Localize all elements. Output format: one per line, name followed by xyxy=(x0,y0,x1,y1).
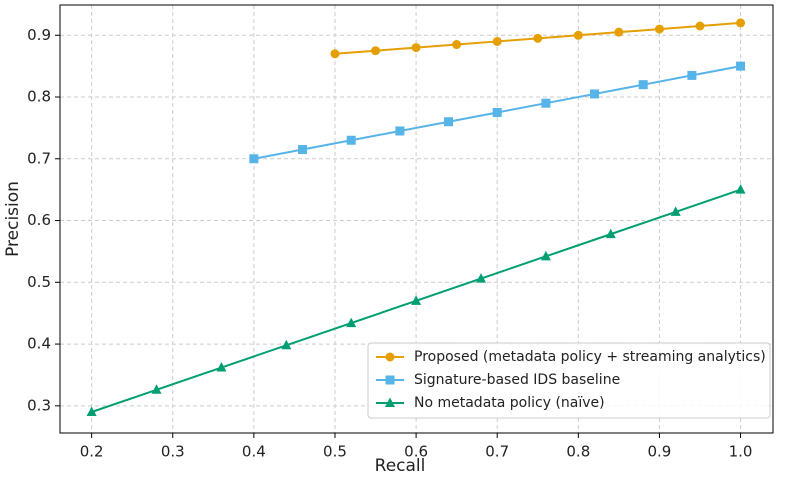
x-tick-label: 0.5 xyxy=(323,443,347,461)
y-tick-label: 0.8 xyxy=(27,88,51,106)
marker xyxy=(695,21,705,31)
marker xyxy=(540,250,551,261)
y-tick-label: 0.7 xyxy=(27,149,51,167)
marker xyxy=(614,27,624,37)
marker xyxy=(573,30,583,40)
x-tick-label: 0.8 xyxy=(566,443,590,461)
y-axis-label: Precision xyxy=(3,181,23,257)
marker xyxy=(590,89,600,99)
marker xyxy=(385,375,395,385)
y-tick-label: 0.3 xyxy=(27,396,51,414)
marker xyxy=(736,18,746,28)
legend-box xyxy=(367,342,771,419)
marker xyxy=(385,352,395,362)
plot-frame xyxy=(59,4,774,434)
y-tick-label: 0.6 xyxy=(27,211,51,229)
marker xyxy=(86,406,97,417)
marker xyxy=(492,107,502,117)
marker xyxy=(330,49,340,59)
x-tick-label: 0.7 xyxy=(485,443,509,461)
marker xyxy=(281,339,292,350)
marker xyxy=(346,135,356,145)
marker xyxy=(298,145,308,155)
marker xyxy=(533,33,543,43)
marker xyxy=(670,206,681,216)
marker xyxy=(216,362,227,372)
marker xyxy=(371,46,381,56)
x-tick-label: 0.6 xyxy=(404,443,428,461)
marker xyxy=(475,273,486,283)
marker xyxy=(736,61,746,71)
x-tick-label: 0.3 xyxy=(161,443,185,461)
legend-label: No metadata policy (naïve) xyxy=(414,395,605,411)
marker xyxy=(249,154,259,164)
x-tick-label: 1.0 xyxy=(729,443,753,461)
y-tick-label: 0.9 xyxy=(27,26,51,44)
marker xyxy=(687,70,697,80)
marker xyxy=(541,98,551,108)
y-tick-label: 0.4 xyxy=(27,335,51,353)
x-tick-label: 0.9 xyxy=(648,443,672,461)
x-tick-label: 0.4 xyxy=(242,443,266,461)
marker xyxy=(411,295,422,305)
marker xyxy=(346,317,357,328)
marker xyxy=(638,80,648,90)
marker xyxy=(444,117,454,127)
legend-label: Signature-based IDS baseline xyxy=(414,372,620,388)
y-tick-label: 0.5 xyxy=(27,273,51,291)
x-tick-label: 0.2 xyxy=(80,443,104,461)
marker xyxy=(395,126,405,136)
marker xyxy=(735,184,746,194)
marker xyxy=(411,43,421,53)
legend-label: Proposed (metadata policy + streaming an… xyxy=(414,349,766,365)
marker xyxy=(654,24,664,34)
marker xyxy=(452,40,462,50)
marker xyxy=(605,228,616,239)
marker xyxy=(151,384,162,394)
x-axis-label: Recall xyxy=(375,456,426,476)
marker xyxy=(492,36,502,46)
marker xyxy=(385,397,395,407)
